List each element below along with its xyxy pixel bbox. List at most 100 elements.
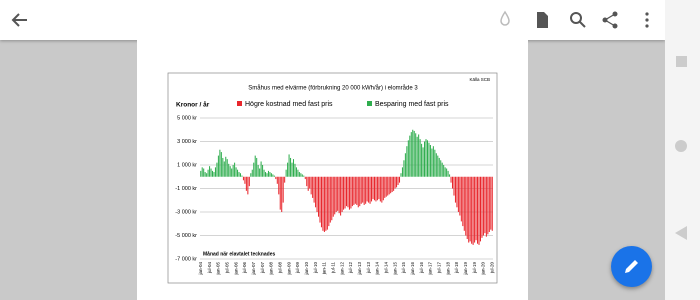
search-button[interactable] (570, 12, 586, 28)
x-tick-label: jul-09 (295, 262, 300, 275)
bar (393, 176, 395, 191)
bar (329, 176, 331, 223)
edit-button[interactable] (611, 246, 652, 287)
bar (457, 176, 459, 212)
bar (406, 146, 408, 177)
bar (465, 176, 467, 236)
legend-swatch (237, 101, 242, 106)
bar (341, 176, 343, 212)
bar (354, 176, 356, 204)
bar (435, 153, 437, 177)
bar (451, 176, 454, 189)
bar (479, 176, 482, 242)
bar (437, 155, 439, 177)
y-tick-label: 5 000 kr (177, 115, 197, 121)
share-button[interactable] (602, 11, 618, 29)
bar (238, 172, 240, 177)
bar (251, 169, 253, 177)
bar (325, 176, 327, 231)
bar (332, 176, 334, 217)
bar (245, 176, 247, 191)
bar (398, 176, 401, 183)
edit-icon (625, 260, 638, 273)
bar (434, 149, 436, 177)
x-tick-label: jan-06 (233, 262, 238, 276)
bar (469, 176, 471, 242)
bar (428, 142, 430, 177)
bar (391, 176, 393, 193)
bar (307, 176, 309, 191)
doc-icon[interactable] (537, 12, 548, 28)
x-tick-label: jan-13 (357, 262, 362, 276)
bar (213, 172, 215, 177)
bar (256, 157, 258, 177)
bar (216, 162, 218, 177)
bar (390, 176, 392, 194)
bar (418, 134, 420, 177)
home-button[interactable] (675, 140, 687, 152)
bar (371, 176, 373, 202)
bar (369, 176, 371, 204)
bar (263, 169, 265, 177)
x-tick-label: jul-11 (330, 262, 335, 274)
bar (379, 176, 381, 202)
bar (412, 129, 414, 177)
bar (298, 172, 300, 177)
x-tick-label: jan-05 (216, 262, 221, 276)
bar (447, 170, 449, 177)
bar (387, 176, 389, 196)
bar (375, 176, 377, 202)
bar (292, 159, 295, 177)
ink-icon[interactable] (500, 10, 510, 26)
bar (378, 176, 380, 200)
x-tick-label: jul-07 (260, 262, 265, 275)
bar (382, 176, 384, 201)
bar (360, 176, 362, 204)
bar (214, 167, 216, 177)
x-axis-label: Månad när elavtalet tecknades (203, 250, 275, 257)
bar (203, 168, 205, 177)
back-nav-button[interactable] (675, 226, 687, 240)
x-tick-label: jan-10 (304, 262, 309, 276)
chart-title: Småhus med elvärme (förbrukning 20 000 k… (248, 85, 418, 92)
menu-button[interactable] (645, 12, 649, 28)
x-tick-label: jan-09 (286, 262, 291, 276)
bar (446, 168, 448, 177)
bar (474, 176, 476, 243)
bar (460, 176, 462, 222)
bar (300, 173, 302, 177)
bar (400, 173, 402, 177)
bar (275, 176, 277, 180)
bar (223, 161, 225, 177)
x-tick-label: jul-04 (207, 262, 212, 275)
bar (239, 173, 242, 177)
x-tick-label: jan-16 (410, 262, 415, 276)
bar (463, 176, 465, 231)
app-bar-icons (11, 10, 649, 29)
bar (313, 176, 315, 203)
bar (421, 143, 423, 177)
bar (273, 175, 275, 177)
bar (225, 156, 227, 177)
back-button[interactable] (11, 13, 27, 27)
bar (366, 176, 368, 202)
bar (242, 176, 244, 181)
recents-button[interactable] (676, 56, 687, 67)
bar (267, 170, 269, 177)
bar (345, 176, 348, 207)
bar (357, 176, 359, 208)
bar (288, 154, 290, 177)
y-tick-label: -7 000 kr (175, 256, 197, 262)
legend-swatch (367, 101, 372, 106)
bar (279, 176, 281, 210)
bar (397, 176, 399, 185)
bar (303, 175, 305, 177)
x-tick-label: jul-05 (224, 262, 229, 275)
x-tick-label: jul-06 (242, 262, 247, 275)
bar (315, 176, 317, 208)
x-tick-label: jul-17 (436, 262, 441, 275)
bar (351, 176, 353, 207)
bar (226, 159, 228, 177)
